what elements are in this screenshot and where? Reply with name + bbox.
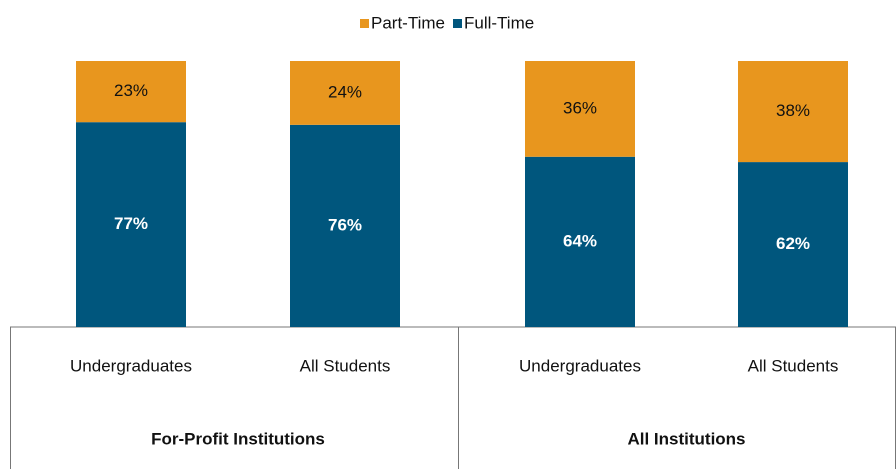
bar-segment [738,61,848,163]
data-label: 76% [328,215,362,234]
x-tick-label: All Students [748,356,839,375]
bar-segment [76,122,186,328]
x-tick-label: All Students [300,356,391,375]
data-label: 77% [114,214,148,233]
bar-segment [290,124,400,327]
bar-segment [525,156,635,327]
group-label: All Institutions [627,429,745,448]
data-label: 36% [563,98,597,117]
bar-segment [525,61,635,157]
group-label: For-Profit Institutions [151,429,325,448]
bar-segment [76,61,186,123]
legend-label: Full-Time [464,13,534,32]
legend-swatch [453,19,462,28]
legend-label: Part-Time [371,13,445,32]
x-tick-label: Undergraduates [70,356,192,375]
bar-segment [738,162,848,327]
bar-segment [290,61,400,125]
data-label: 24% [328,82,362,101]
data-label: 62% [776,234,810,253]
data-label: 38% [776,101,810,120]
legend-swatch [360,19,369,28]
data-label: 23% [114,81,148,100]
data-label: 64% [563,231,597,250]
x-tick-label: Undergraduates [519,356,641,375]
